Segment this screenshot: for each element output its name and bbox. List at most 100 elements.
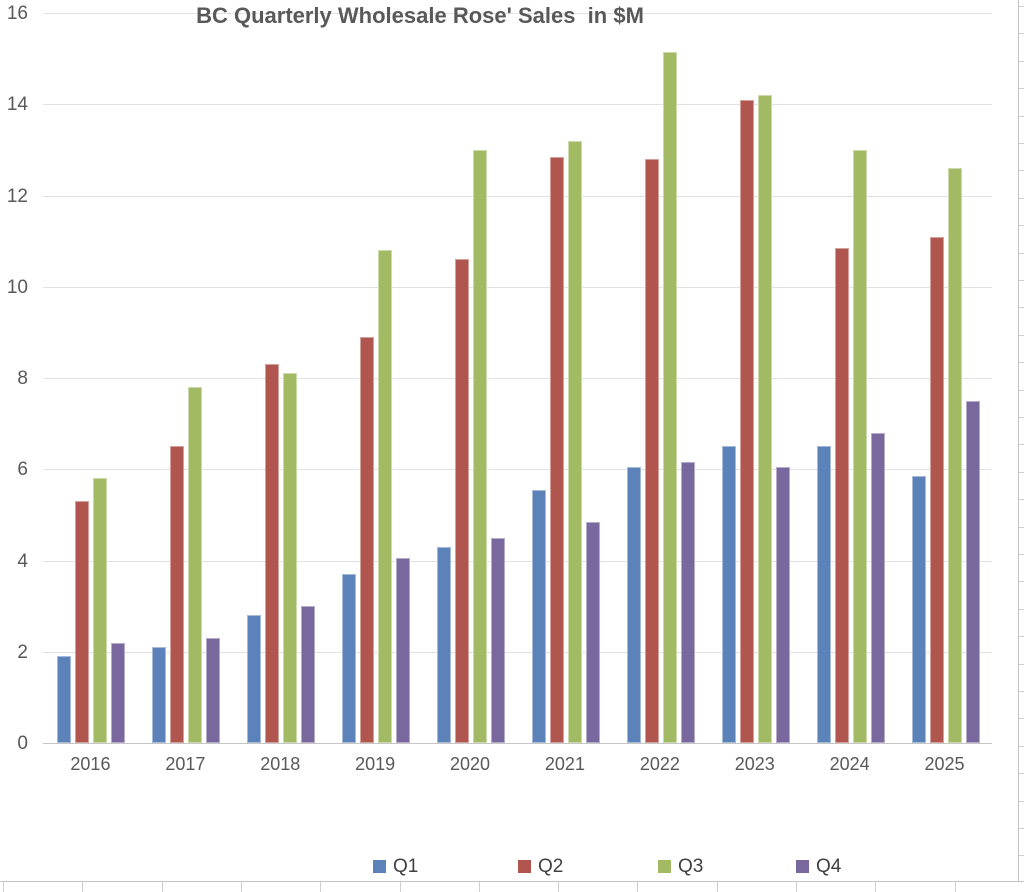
legend-item-q2[interactable]: Q2: [518, 856, 563, 876]
bar-q4-2017[interactable]: [206, 638, 221, 743]
bar-q2-2022[interactable]: [644, 159, 659, 743]
sheet-row-line: [1019, 170, 1024, 172]
x-axis-label-2020: 2020: [450, 754, 491, 774]
sheet-column-line: [3, 882, 4, 892]
sheet-row-line: [1019, 608, 1024, 610]
x-axis-label-2021: 2021: [544, 754, 585, 774]
sheet-column-line: [240, 882, 242, 892]
x-axis-label-2016: 2016: [70, 754, 111, 774]
x-axis-label-2022: 2022: [639, 754, 680, 774]
bar-q2-2019[interactable]: [360, 336, 375, 743]
sheet-column-line: [716, 882, 718, 892]
legend-swatch-q4: [796, 859, 809, 873]
bar-q4-2019[interactable]: [396, 558, 411, 743]
gridline: [43, 469, 992, 471]
gridline: [43, 104, 992, 106]
bar-q2-2018[interactable]: [265, 364, 280, 743]
gridline: [43, 286, 992, 288]
legend-swatch-q2: [518, 859, 531, 873]
y-axis-tick-label: 0: [17, 733, 28, 754]
bar-q1-2024[interactable]: [816, 446, 831, 743]
sheet-column-line: [796, 882, 797, 892]
x-axis-label-2023: 2023: [734, 754, 775, 774]
bar-q1-2021[interactable]: [531, 489, 546, 743]
bar-q1-2022[interactable]: [626, 466, 641, 743]
bar-q3-2021[interactable]: [567, 140, 582, 743]
bar-q4-2022[interactable]: [680, 462, 695, 743]
bar-q1-2016[interactable]: [57, 656, 72, 743]
y-axis-tick-label: 6: [17, 459, 28, 481]
sheet-row-line: [1019, 444, 1024, 446]
sheet-column-line: [478, 882, 480, 892]
bar-q2-2024[interactable]: [834, 247, 849, 743]
y-axis-tick-label: 12: [6, 185, 28, 207]
gridline: [43, 651, 992, 653]
bar-q3-2023[interactable]: [757, 95, 772, 743]
sheet-row-line: [1019, 526, 1024, 528]
bar-q1-2019[interactable]: [342, 574, 357, 743]
bar-q3-2020[interactable]: [473, 149, 488, 743]
sheet-row-line: [1019, 143, 1024, 144]
chart-title[interactable]: BC Quarterly Wholesale Rose' Sales in $M: [196, 3, 644, 28]
bar-q3-2024[interactable]: [852, 149, 867, 743]
legend-label: Q1: [393, 855, 419, 877]
bar-q2-2020[interactable]: [455, 259, 470, 743]
legend-item-q3[interactable]: Q3: [658, 856, 703, 876]
gridline: [43, 195, 992, 197]
sheet-row-line: [1019, 362, 1024, 364]
bar-q2-2025[interactable]: [929, 236, 944, 743]
bar-q1-2018[interactable]: [247, 615, 262, 743]
sheet-row-line: [1019, 471, 1024, 473]
sheet-row-line: [1019, 828, 1024, 829]
chart-object-bottom-border: [0, 881, 1024, 882]
gridline: [43, 378, 992, 379]
bar-q4-2018[interactable]: [301, 606, 316, 743]
y-axis-tick-label: 14: [6, 94, 28, 116]
bar-q3-2018[interactable]: [283, 373, 298, 743]
bar-q2-2023[interactable]: [739, 99, 754, 743]
bar-q1-2017[interactable]: [152, 647, 167, 743]
legend-item-q4[interactable]: Q4: [796, 856, 841, 876]
sheet-row-line: [1019, 252, 1024, 254]
bar-q4-2016[interactable]: [111, 642, 126, 743]
sheet-column-line: [320, 882, 322, 892]
sheet-row-line: [1019, 718, 1024, 720]
bar-q2-2017[interactable]: [170, 446, 185, 743]
legend-label: Q2: [538, 855, 564, 877]
bar-q3-2019[interactable]: [378, 250, 393, 743]
bar-q2-2016[interactable]: [75, 501, 90, 743]
sheet-row-line: [1019, 800, 1024, 802]
gridline: [43, 560, 992, 562]
x-axis-label-2025: 2025: [924, 754, 965, 774]
bar-q4-2020[interactable]: [491, 537, 506, 743]
bar-q4-2023[interactable]: [775, 466, 790, 743]
legend-item-q1[interactable]: Q1: [373, 856, 418, 876]
bar-q3-2022[interactable]: [662, 51, 677, 743]
x-axis-label-2017: 2017: [165, 754, 206, 774]
bar-q3-2025[interactable]: [947, 168, 962, 743]
x-axis-label-2024: 2024: [829, 754, 870, 774]
sheet-row-line: [1019, 197, 1024, 199]
bar-q4-2021[interactable]: [585, 521, 600, 743]
bar-q3-2017[interactable]: [188, 387, 203, 743]
y-axis-tick-label: 4: [17, 550, 28, 572]
sheet-row-line: [1019, 773, 1024, 775]
bar-q2-2021[interactable]: [549, 156, 564, 743]
bar-q1-2025[interactable]: [911, 476, 926, 743]
gridline: [43, 13, 992, 14]
sheet-row-line: [1019, 6, 1024, 7]
bar-q3-2016[interactable]: [93, 478, 108, 743]
legend-swatch-q1: [373, 859, 386, 873]
sheet-column-line: [399, 882, 401, 892]
bar-q4-2024[interactable]: [870, 432, 885, 743]
sheet-row-line: [1019, 855, 1024, 857]
sheet-column-line: [875, 882, 877, 892]
y-axis-tick-label: 10: [6, 276, 28, 298]
bar-q4-2025[interactable]: [965, 400, 980, 743]
bar-q1-2020[interactable]: [437, 546, 452, 743]
sheet-row-line: [1019, 225, 1024, 227]
bar-q1-2023[interactable]: [721, 446, 736, 743]
y-axis-tick-label: 2: [17, 641, 28, 663]
sheet-row-line: [1019, 88, 1024, 90]
